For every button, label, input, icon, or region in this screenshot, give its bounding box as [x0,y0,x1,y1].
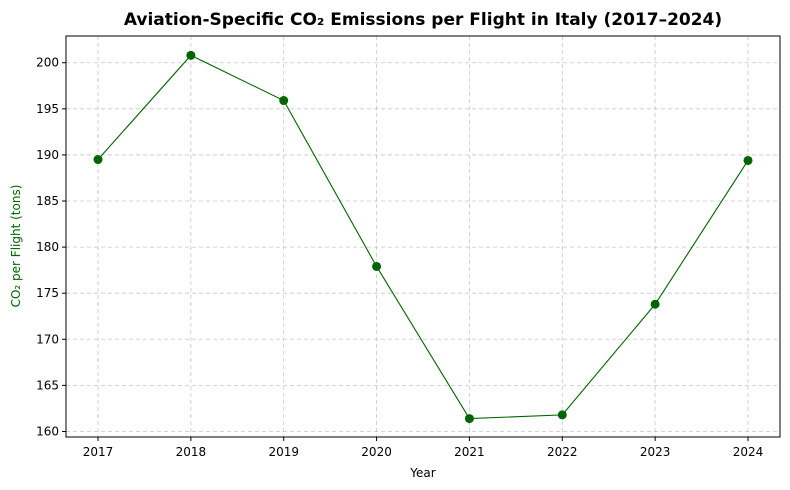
x-tick-label: 2022 [547,445,578,459]
axes: 160 165 170 175 180 185 190 195 200 2017 2018 2019 2… [36,35,781,459]
data-point [464,414,474,424]
x-axis-label: Year [409,466,435,480]
y-tick-label: 185 [36,194,59,208]
data-point [279,96,289,106]
x-tick-label: 2018 [176,445,207,459]
y-tick-label: 160 [36,424,59,438]
data-point [186,50,196,60]
data-point [372,261,382,271]
data-point [650,299,660,309]
data-point [743,155,753,165]
y-axis-label: CO₂ per Flight (tons) [9,185,23,308]
y-tick-label: 170 [36,332,59,346]
x-tick-label: 2024 [733,445,764,459]
y-tick-label: 175 [36,286,59,300]
grid [66,36,780,437]
x-tick-label: 2023 [640,445,671,459]
plot-frame [65,35,781,438]
x-tick-label: 2020 [361,445,392,459]
y-tick-label: 200 [36,56,59,70]
x-tick-label: 2019 [268,445,299,459]
x-tick-label: 2017 [83,445,114,459]
series-line [97,54,749,420]
y-tick-label: 195 [36,102,59,116]
data-point [93,155,103,165]
chart-title: Aviation-Specific CO₂ Emissions per Flig… [124,10,722,30]
series-layer [93,50,753,424]
x-tick-label: 2021 [454,445,485,459]
y-tick-label: 180 [36,240,59,254]
y-tick-label: 165 [36,378,59,392]
data-point [557,410,567,420]
y-tick-label: 190 [36,148,59,162]
